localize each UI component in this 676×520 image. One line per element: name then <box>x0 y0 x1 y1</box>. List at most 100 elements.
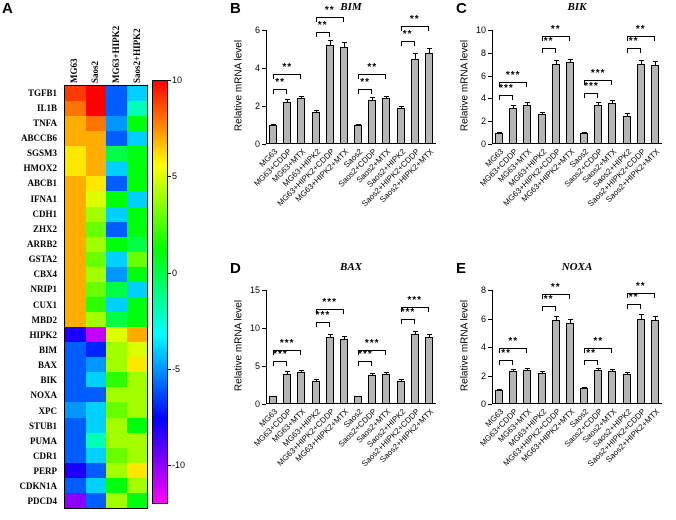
colorbar-tick-mark <box>168 465 171 467</box>
sig-label: *** <box>315 309 331 321</box>
heatmap-cell <box>106 221 127 237</box>
heatmap-cell <box>65 251 86 267</box>
heatmap-row-label: IL1B <box>36 102 57 113</box>
bar <box>354 396 363 404</box>
bar <box>382 374 391 404</box>
sig-label: *** <box>590 68 606 80</box>
y-tick-mark <box>262 106 266 107</box>
error-bar <box>654 315 656 325</box>
heatmap-cell <box>126 387 147 403</box>
heatmap-cell <box>85 402 106 418</box>
panel-letter: B <box>230 0 241 17</box>
sig-bracket <box>273 361 288 367</box>
y-tick-label: 0 <box>254 139 260 149</box>
error-bar <box>598 102 600 109</box>
bar <box>495 132 504 144</box>
heatmap-cell <box>126 432 147 448</box>
heatmap-row-label: IFNA1 <box>30 193 58 204</box>
bar <box>396 381 405 404</box>
heatmap-grid <box>64 85 148 509</box>
heatmap-cell <box>126 402 147 418</box>
colorbar-tick-label: -10 <box>172 460 186 471</box>
heatmap-cell <box>126 281 147 297</box>
y-tick-label: 15 <box>249 285 260 295</box>
sig-label: ** <box>402 29 413 41</box>
error-bar-cap <box>384 372 390 374</box>
sig-bracket <box>541 305 556 311</box>
heatmap-cell <box>85 342 106 358</box>
bar <box>509 107 518 144</box>
heatmap-cell <box>106 281 127 297</box>
sig-label: ** <box>628 292 639 304</box>
heatmap-cell <box>106 161 127 177</box>
heatmap-cell <box>126 312 147 328</box>
y-tick-label: 4 <box>480 342 486 352</box>
heatmap-cell <box>126 236 147 252</box>
error-bar-cap <box>341 336 347 338</box>
error-bar-cap <box>652 315 658 317</box>
error-bar-cap <box>567 58 573 60</box>
bar <box>551 64 560 144</box>
y-tick-mark <box>488 30 492 31</box>
heatmap-cell <box>106 296 127 313</box>
sig-bracket <box>626 304 641 310</box>
sig-bracket <box>315 16 344 22</box>
error-bar-cap <box>370 372 376 374</box>
panel-letter: A <box>2 0 13 17</box>
colorbar <box>152 80 168 504</box>
bar <box>325 45 334 144</box>
bar <box>269 396 278 404</box>
sig-bracket <box>584 348 613 354</box>
bar <box>368 375 377 404</box>
heatmap-cell <box>106 492 127 508</box>
error-bar <box>527 102 529 109</box>
heatmap-cell <box>65 281 86 297</box>
bar <box>580 132 589 144</box>
bar <box>424 52 433 144</box>
heatmap-cell <box>65 327 86 343</box>
error-bar-cap <box>624 371 630 373</box>
error-bar <box>513 105 515 110</box>
error-bar <box>386 372 388 377</box>
y-tick-mark <box>488 290 492 291</box>
heatmap-column-label: Saos2+HIPK2 <box>132 28 142 83</box>
chart-title: BAX <box>339 261 362 273</box>
bar <box>382 98 391 144</box>
heatmap-row-label: CBX4 <box>33 269 57 280</box>
sig-bracket <box>584 80 613 86</box>
sig-bracket <box>541 294 570 300</box>
heatmap-cell <box>65 221 86 237</box>
error-bar-cap <box>285 99 291 101</box>
error-bar-cap <box>327 334 333 336</box>
error-bar <box>598 367 600 372</box>
heatmap-cell <box>106 402 127 418</box>
y-tick-mark <box>262 404 266 405</box>
heatmap-row-label: PERP <box>33 466 58 477</box>
sig-label: ** <box>593 336 604 348</box>
heatmap-cell <box>106 327 127 343</box>
error-bar <box>640 59 642 69</box>
bar <box>523 369 532 404</box>
bar <box>297 98 306 144</box>
y-tick-label: 8 <box>480 47 486 58</box>
sig-label: ** <box>543 293 554 305</box>
error-bar-cap <box>356 124 362 126</box>
heatmap-cell <box>85 462 106 478</box>
sig-label: *** <box>407 294 423 306</box>
error-bar-cap <box>341 42 347 44</box>
plot-area <box>492 290 662 404</box>
bar <box>509 371 518 404</box>
sig-bracket <box>499 94 514 100</box>
colorbar-tick-mark <box>168 80 171 81</box>
bar <box>368 100 377 144</box>
heatmap-cell <box>85 477 106 493</box>
sig-label: ** <box>550 23 561 35</box>
sig-label: ** <box>409 14 420 26</box>
heatmap-cell <box>106 417 127 433</box>
error-bar <box>414 330 416 338</box>
sig-label: ** <box>367 61 378 73</box>
colorbar-tick-mark <box>168 272 171 274</box>
y-tick-mark <box>262 68 266 69</box>
heatmap-cell <box>85 236 106 252</box>
heatmap-row-label: TGFB1 <box>27 87 57 98</box>
